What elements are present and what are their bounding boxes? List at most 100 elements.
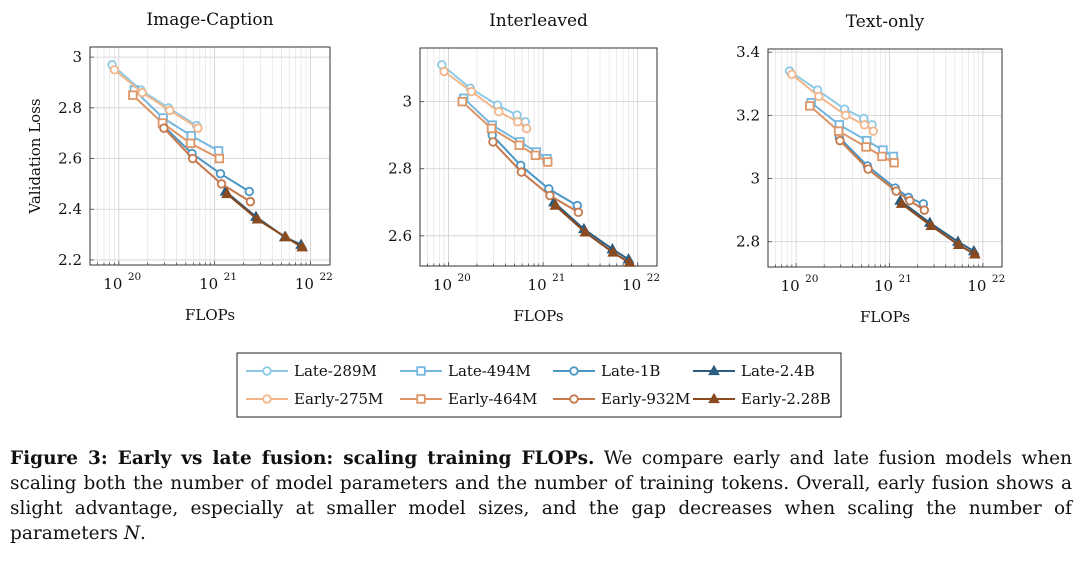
series-early-275m bbox=[109, 65, 203, 133]
data-point bbox=[516, 167, 527, 177]
data-point bbox=[859, 120, 870, 130]
data-point bbox=[787, 69, 797, 79]
x-tick-exponent: 20 bbox=[805, 273, 818, 285]
caption-end: . bbox=[140, 523, 146, 544]
data-point bbox=[579, 226, 592, 237]
legend-item-late-289m: Late-289M bbox=[246, 362, 377, 380]
data-point bbox=[895, 197, 908, 208]
series-line bbox=[133, 89, 220, 152]
x-tick-label: 10 bbox=[103, 275, 122, 293]
data-point bbox=[835, 135, 845, 146]
series-line bbox=[492, 141, 579, 214]
caption-lead: Figure 3: Early vs late fusion: scaling … bbox=[10, 448, 595, 469]
figure-caption: Figure 3: Early vs late fusion: scaling … bbox=[10, 446, 1072, 546]
chart-title: Text-only bbox=[846, 12, 925, 32]
x-tick-label: 10 bbox=[433, 276, 452, 294]
legend-marker bbox=[262, 394, 272, 404]
series-early-464m bbox=[457, 96, 553, 167]
data-point bbox=[623, 256, 636, 267]
legend: Late-289M Late-494M Late-1B Late-2.4B Early-… bbox=[236, 352, 842, 418]
legend-label: Early-275M bbox=[294, 390, 383, 408]
x-tick-label: 10 bbox=[781, 277, 800, 295]
x-tick-exponent: 21 bbox=[899, 273, 912, 285]
data-point bbox=[186, 131, 196, 141]
series-late-289m bbox=[784, 66, 877, 130]
legend-marker bbox=[569, 394, 579, 404]
x-axis-label: FLOPs bbox=[513, 307, 563, 325]
plot-frame bbox=[419, 47, 658, 267]
series-early-464m bbox=[128, 90, 225, 164]
series-early-2-28b bbox=[549, 199, 636, 267]
caption-variable: N bbox=[123, 523, 141, 544]
legend-label: Early-2.28B bbox=[741, 390, 831, 408]
x-tick-label: 10 bbox=[967, 277, 986, 295]
data-point bbox=[137, 87, 147, 98]
series-late-1b bbox=[834, 132, 929, 209]
data-point bbox=[545, 190, 555, 201]
data-point bbox=[841, 110, 851, 121]
legend-item-late-1b: Late-1B bbox=[553, 362, 660, 380]
x-axis-label: FLOPs bbox=[185, 306, 235, 324]
data-point bbox=[215, 169, 226, 179]
caption-body: We compare early and late fusion models … bbox=[10, 448, 1072, 544]
data-point bbox=[185, 138, 196, 149]
series-early-932m bbox=[835, 135, 930, 215]
series-line bbox=[491, 134, 578, 207]
data-point bbox=[221, 187, 233, 199]
data-point bbox=[891, 186, 901, 196]
legend-box bbox=[236, 352, 842, 418]
y-tick-label: 3.2 bbox=[736, 106, 760, 124]
x-tick-label: 10 bbox=[874, 277, 893, 295]
data-point bbox=[889, 158, 899, 168]
x-tick-label: 10 bbox=[295, 275, 314, 293]
data-point bbox=[868, 126, 878, 136]
series-early-932m bbox=[159, 123, 256, 207]
y-tick-label: 3 bbox=[402, 93, 412, 111]
series-line bbox=[163, 127, 251, 203]
legend-item-late-2-4b: Late-2.4B bbox=[693, 362, 815, 380]
legend-label: Late-2.4B bbox=[741, 362, 815, 380]
x-tick-exponent: 21 bbox=[224, 271, 237, 283]
data-point bbox=[833, 126, 844, 136]
data-point bbox=[486, 123, 497, 134]
x-tick-exponent: 20 bbox=[128, 271, 141, 283]
plot-frame bbox=[767, 48, 1003, 268]
x-tick-exponent: 22 bbox=[992, 273, 1005, 285]
chart-title: Image-Caption bbox=[146, 10, 273, 30]
data-point bbox=[109, 65, 120, 75]
series-late-289m bbox=[107, 60, 202, 131]
x-tick-label: 10 bbox=[622, 276, 641, 294]
data-point bbox=[969, 248, 981, 259]
data-point bbox=[165, 105, 175, 116]
y-tick-label: 3 bbox=[72, 48, 82, 66]
legend-item-early-2-28b: Early-2.28B bbox=[693, 390, 831, 408]
chart-image-caption: 2.2 2.4 2.6 2.8 3 10 20 10 21 10 22 Image-Caption FL… bbox=[26, 10, 333, 324]
legend-label: Late-289M bbox=[294, 362, 377, 380]
data-point bbox=[543, 157, 553, 167]
y-tick-label: 2.6 bbox=[388, 227, 412, 245]
legend-item-early-464m: Early-464M bbox=[400, 390, 537, 408]
series-line bbox=[901, 202, 976, 256]
legend-marker bbox=[708, 392, 720, 404]
data-point bbox=[607, 246, 619, 257]
data-point bbox=[244, 186, 254, 197]
chart-text-only: 2.8 3 3.2 3.4 10 20 10 21 10 22 Text-only FLOPs bbox=[736, 12, 1005, 326]
legend-marker bbox=[708, 364, 720, 376]
data-point bbox=[919, 205, 930, 215]
data-point bbox=[187, 153, 198, 164]
plot-frame bbox=[89, 46, 331, 266]
legend-label: Early-464M bbox=[448, 390, 537, 408]
data-point bbox=[296, 241, 309, 252]
data-point bbox=[457, 96, 468, 107]
x-tick-label: 10 bbox=[528, 276, 547, 294]
series-early-2-28b bbox=[221, 187, 309, 252]
legend-label: Late-1B bbox=[601, 362, 660, 380]
y-tick-label: 2.8 bbox=[736, 233, 760, 251]
data-point bbox=[193, 123, 203, 133]
data-point bbox=[514, 140, 524, 150]
series-late-1b bbox=[487, 130, 583, 211]
series-late-2-4b bbox=[219, 185, 308, 249]
chart-title: Interleaved bbox=[489, 11, 588, 31]
legend-marker bbox=[416, 394, 426, 404]
legend-label: Late-494M bbox=[448, 362, 531, 380]
